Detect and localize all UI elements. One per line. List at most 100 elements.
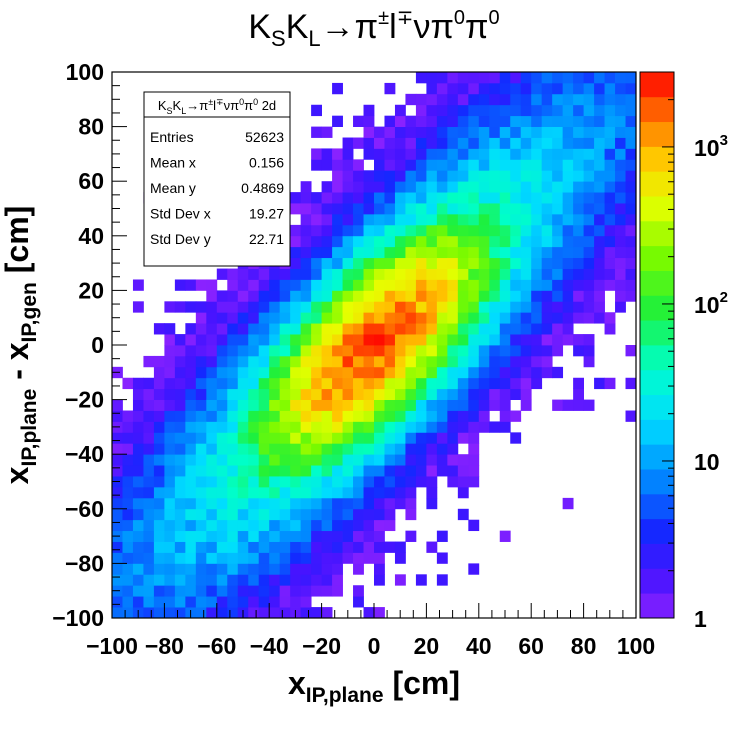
heatmap-cell — [510, 290, 522, 302]
heatmap-cell — [342, 388, 354, 400]
heatmap-cell — [216, 366, 228, 379]
heatmap-cell — [531, 181, 543, 193]
heatmap-cell — [510, 388, 522, 400]
heatmap-cell — [353, 399, 364, 411]
heatmap-cell — [468, 410, 480, 422]
heatmap-cell — [426, 170, 438, 182]
heatmap-cell — [405, 148, 417, 160]
heatmap-cell — [342, 486, 354, 499]
heatmap-cell — [457, 246, 469, 259]
heatmap-cell — [510, 410, 522, 422]
heatmap-cell — [248, 432, 260, 444]
heatmap-cell — [436, 323, 448, 335]
heatmap-cell — [174, 334, 186, 346]
heatmap-cell — [499, 366, 511, 379]
heatmap-cell — [436, 388, 448, 400]
heatmap-cell — [583, 334, 595, 346]
stats-row-value: 52623 — [245, 129, 284, 145]
heatmap-cell — [311, 148, 322, 160]
heatmap-cell — [206, 530, 218, 542]
heatmap-cell — [384, 323, 396, 335]
heatmap-cell — [132, 563, 144, 575]
y-tick-label: −80 — [65, 550, 104, 576]
heatmap-cell — [394, 355, 406, 368]
heatmap-cell — [143, 443, 155, 455]
heatmap-cell — [489, 224, 501, 237]
heatmap-cell — [468, 399, 480, 411]
heatmap-cell — [321, 323, 333, 335]
heatmap-cell — [332, 257, 343, 269]
heatmap-cell — [405, 410, 417, 422]
heatmap-cell — [353, 170, 364, 182]
heatmap-cell — [112, 497, 123, 510]
heatmap-cell — [405, 192, 417, 204]
heatmap-cell — [384, 137, 396, 149]
heatmap-cell — [594, 72, 605, 84]
heatmap-cell — [332, 497, 343, 510]
heatmap-cell — [384, 497, 396, 510]
heatmap-cell — [300, 465, 312, 477]
heatmap-cell — [436, 257, 448, 269]
heatmap-cell — [279, 345, 291, 357]
heatmap-cell — [436, 148, 448, 160]
heatmap-cell — [279, 355, 291, 368]
heatmap-cell — [510, 377, 522, 390]
heatmap-cell — [132, 432, 144, 444]
heatmap-cell — [415, 181, 427, 193]
heatmap-cell — [206, 497, 218, 510]
heatmap-cell — [237, 585, 249, 597]
heatmap-cell — [374, 607, 385, 619]
heatmap-cell — [216, 508, 228, 521]
heatmap-cell — [604, 268, 616, 280]
heatmap-cell — [531, 224, 543, 237]
heatmap-cell — [468, 388, 480, 400]
heatmap-cell — [541, 257, 553, 269]
heatmap-cell — [457, 268, 469, 280]
heatmap-cell — [499, 159, 511, 171]
heatmap-cell — [457, 345, 469, 357]
heatmap-cell — [552, 115, 564, 127]
heatmap-cell — [384, 421, 396, 433]
heatmap-cell — [248, 421, 260, 433]
heatmap-cell — [300, 607, 312, 619]
heatmap-cell — [342, 203, 354, 215]
heatmap-cell — [573, 159, 584, 171]
heatmap-cell — [363, 465, 375, 477]
heatmap-cell — [625, 235, 637, 248]
heatmap-cell — [394, 421, 406, 433]
heatmap-cell — [300, 323, 312, 335]
heatmap-cell — [227, 399, 239, 411]
heatmap-cell — [510, 355, 522, 368]
heatmap-cell — [531, 279, 543, 291]
colorbar-segment — [640, 593, 674, 619]
heatmap-cell — [363, 334, 375, 346]
heatmap-cell — [531, 203, 543, 215]
heatmap-cell — [457, 93, 469, 106]
heatmap-cell — [625, 377, 637, 390]
heatmap-cell — [153, 323, 165, 335]
heatmap-cell — [604, 82, 616, 95]
heatmap-cell — [269, 486, 281, 499]
heatmap-cell — [269, 508, 281, 521]
heatmap-cell — [237, 519, 249, 532]
heatmap-cell — [457, 508, 469, 521]
heatmap-cell — [384, 443, 396, 455]
heatmap-cell — [374, 224, 385, 237]
heatmap-cell — [405, 476, 417, 488]
heatmap-cell — [227, 410, 239, 422]
heatmap-cell — [583, 181, 595, 193]
heatmap-cell — [573, 377, 584, 390]
heatmap-cell — [583, 345, 595, 357]
heatmap-cell — [374, 541, 385, 553]
heatmap-cell — [594, 159, 605, 171]
heatmap-cell — [237, 268, 249, 280]
heatmap-cell — [237, 508, 249, 521]
heatmap-cell — [258, 323, 270, 335]
heatmap-cell — [258, 552, 270, 564]
y-tick-label: −60 — [65, 496, 104, 522]
heatmap-cell — [489, 355, 501, 368]
heatmap-cell — [478, 192, 490, 204]
heatmap-cell — [489, 246, 501, 259]
heatmap-cell — [374, 465, 385, 477]
heatmap-cell — [583, 268, 595, 280]
